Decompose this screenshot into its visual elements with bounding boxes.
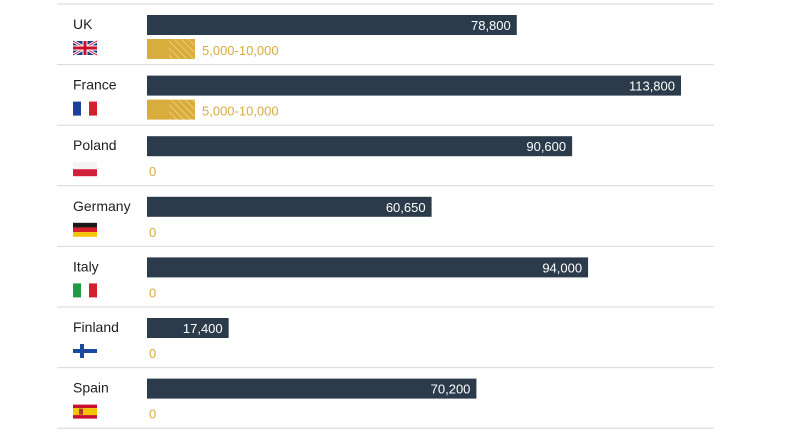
spain-flag-icon [73, 404, 97, 419]
secondary-value-label: 0 [149, 225, 156, 240]
secondary-value-label: 5,000-10,000 [202, 104, 279, 119]
secondary-range-bar [147, 99, 169, 120]
chart-row-poland: Poland 90,600 0 [73, 136, 573, 179]
chart-row-italy: Italy 94,000 0 [73, 257, 589, 300]
secondary-value-label: 0 [149, 407, 156, 422]
primary-bar [147, 257, 589, 278]
germany-flag-icon [73, 222, 97, 237]
finland-flag-icon [73, 344, 97, 358]
primary-bar [147, 196, 432, 217]
primary-value-label: 17,400 [183, 321, 223, 336]
primary-bar [147, 75, 681, 96]
primary-value-label: 94,000 [542, 260, 582, 275]
chart-rows: UK 78,800 5,000-10,000 France 113,800 5,000-1… [57, 3, 714, 429]
primary-value-label: 90,600 [526, 139, 566, 154]
country-label: UK [73, 16, 93, 32]
secondary-value-label: 0 [149, 346, 156, 361]
primary-value-label: 70,200 [431, 382, 471, 397]
country-label: Italy [73, 258, 99, 274]
france-flag-icon [73, 101, 97, 116]
primary-value-label: 113,800 [629, 79, 675, 94]
secondary-value-label: 0 [149, 164, 156, 179]
secondary-value-label: 0 [149, 285, 156, 300]
chart-row-france: France 113,800 5,000-10,000 [73, 75, 681, 120]
country-label: Poland [73, 137, 117, 153]
primary-value-label: 60,650 [386, 200, 426, 215]
primary-bar [147, 318, 229, 338]
secondary-value-label: 5,000-10,000 [202, 43, 279, 58]
country-label: Germany [73, 198, 131, 214]
secondary-range-hatch [169, 39, 195, 59]
chart-row-finland: Finland 17,400 0 [73, 318, 229, 361]
chart-row-germany: Germany 60,650 0 [73, 196, 432, 240]
italy-flag-icon [73, 283, 97, 298]
country-label: Finland [73, 319, 119, 335]
primary-value-label: 78,800 [471, 18, 511, 33]
primary-bar [147, 15, 517, 35]
chart-row-spain: Spain 70,200 0 [73, 378, 477, 422]
country-label: France [73, 77, 117, 93]
primary-bar [147, 378, 477, 399]
secondary-range-hatch [169, 99, 195, 120]
chart-row-uk: UK 78,800 5,000-10,000 [72, 15, 517, 59]
secondary-range-bar [147, 39, 169, 59]
country-label: Spain [73, 380, 109, 396]
poland-flag-icon [73, 162, 97, 177]
uk-flag-icon [72, 39, 98, 57]
primary-bar [147, 136, 573, 157]
